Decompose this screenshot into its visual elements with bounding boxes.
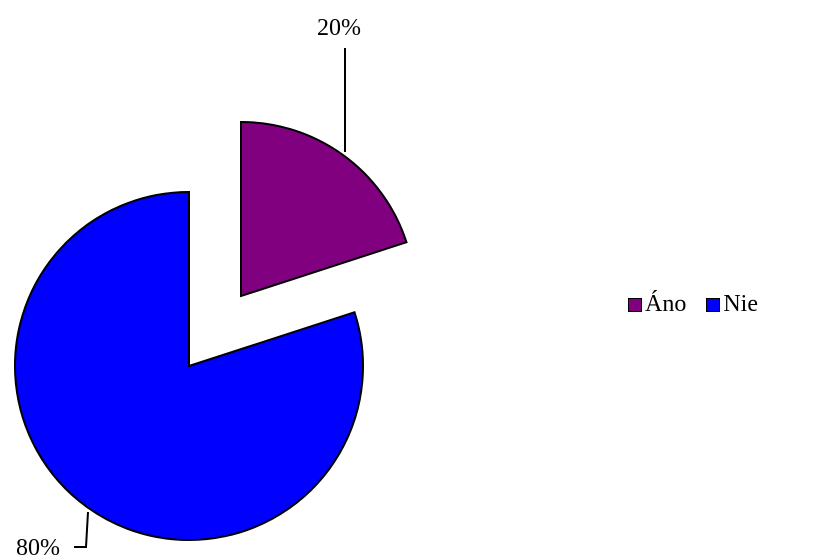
data-label-nie: 80% <box>16 535 60 560</box>
legend-item-nie: Nie <box>706 291 758 318</box>
legend-label-ano: Áno <box>645 291 687 317</box>
legend-swatch-ano <box>628 297 642 312</box>
legend: Áno Nie <box>628 291 778 318</box>
pie-slice-nie <box>13 190 364 541</box>
leader-line-nie <box>74 511 89 548</box>
legend-label-nie: Nie <box>723 291 758 317</box>
legend-item-ano: Áno <box>628 291 686 318</box>
data-label-ano: 20% <box>317 15 361 41</box>
legend-swatch-nie <box>706 297 721 312</box>
pie-slice-ano <box>240 120 408 298</box>
